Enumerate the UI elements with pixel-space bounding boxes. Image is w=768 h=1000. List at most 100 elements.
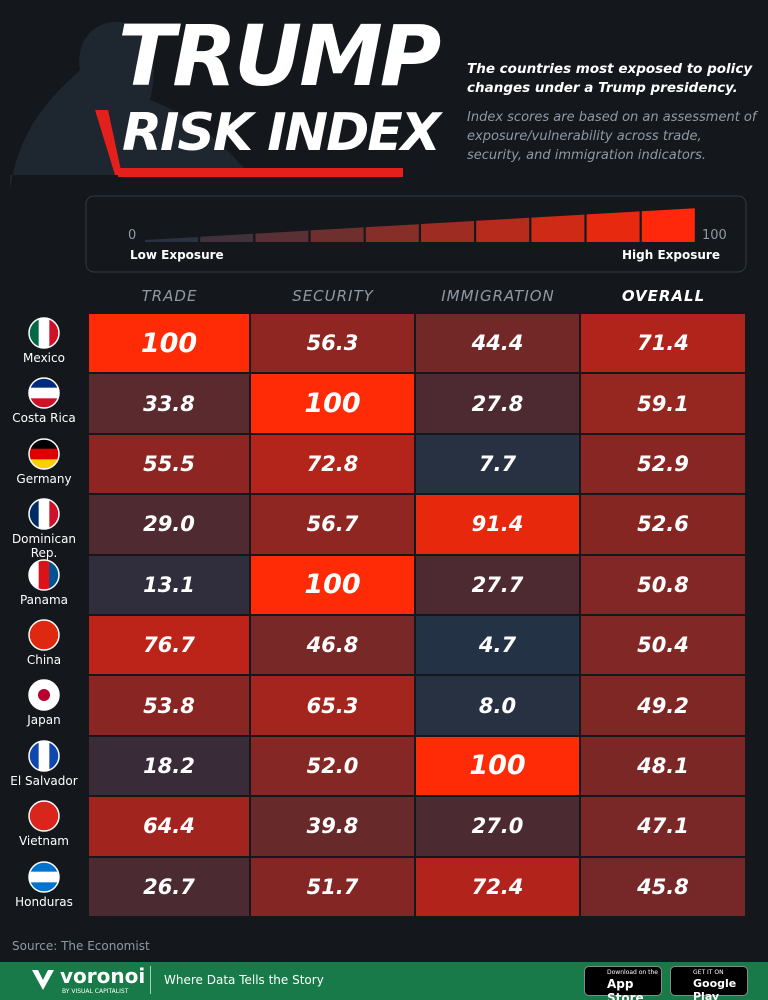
cell: 29.0 xyxy=(88,494,250,555)
cell: 59.1 xyxy=(580,373,746,434)
country-name: El Salvador xyxy=(10,773,78,788)
legend-ramp xyxy=(586,211,640,242)
button-small: Download on the xyxy=(607,969,658,976)
legend-ramp xyxy=(255,230,309,242)
cell: 33.8 xyxy=(88,373,250,434)
flag xyxy=(28,438,60,470)
cell: 55.5 xyxy=(88,433,250,495)
source: Source: The Economist xyxy=(12,939,150,953)
flag xyxy=(28,860,60,893)
cell: 100 xyxy=(250,554,415,615)
brand-sub: BY VISUAL CAPITALIST xyxy=(62,988,129,995)
cell: 72.8 xyxy=(250,433,415,495)
button-label: Google Play xyxy=(693,977,737,1000)
country-name: China xyxy=(26,653,62,667)
flag xyxy=(28,317,60,349)
brand: voronoi xyxy=(60,964,146,988)
cell: 27.8 xyxy=(415,373,580,434)
cell: 100 xyxy=(250,373,415,434)
cell: 26.7 xyxy=(88,856,250,917)
cell: 27.7 xyxy=(415,554,580,615)
legend-ramp xyxy=(365,224,419,242)
column-header: OVERALL xyxy=(621,287,706,305)
cell: 91.4 xyxy=(415,494,580,555)
cell: 71.4 xyxy=(580,313,746,374)
cell: 53.8 xyxy=(88,675,250,736)
legend-ramp xyxy=(641,208,695,242)
country-name: Mexico xyxy=(23,351,65,365)
button-label: App Store xyxy=(607,977,644,1000)
cell: 50.8 xyxy=(580,554,746,615)
silhouette xyxy=(10,21,250,190)
header-art xyxy=(10,21,747,273)
cell: 18.2 xyxy=(88,735,250,797)
legend-ramp xyxy=(421,221,474,242)
cell: 4.7 xyxy=(415,615,580,676)
legend-ramp xyxy=(145,237,198,242)
subtitle: The countries most exposed to policy cha… xyxy=(467,61,753,96)
cell: 13.1 xyxy=(88,554,250,615)
logo xyxy=(32,970,54,990)
cell: 52.9 xyxy=(580,433,746,495)
cell: 27.0 xyxy=(415,796,580,857)
legend-low: Low Exposure xyxy=(130,248,224,262)
cell: 47.1 xyxy=(580,796,746,857)
legend-high: High Exposure xyxy=(622,248,720,262)
app-store-button[interactable]: Download on the App Store xyxy=(584,966,662,1000)
button-small: GET IT ON xyxy=(693,969,724,976)
column-header: SECURITY xyxy=(292,287,374,305)
flag xyxy=(28,619,60,651)
flag xyxy=(28,800,60,832)
cell: 49.2 xyxy=(580,675,746,736)
flag xyxy=(28,679,60,712)
title: TRUMP xyxy=(118,7,441,105)
flag xyxy=(28,558,60,591)
tagline: Where Data Tells the Story xyxy=(164,973,324,987)
legend-ramp xyxy=(476,217,530,242)
cell: 100 xyxy=(88,313,250,374)
country-name: Costa Rica xyxy=(12,411,76,426)
cell: 52.6 xyxy=(580,494,746,555)
google-play-button[interactable]: GET IT ON Google Play xyxy=(670,966,748,1000)
country-name: Panama xyxy=(19,592,69,607)
logo-mark xyxy=(32,970,54,990)
description: Index scores are based on an assessment … xyxy=(467,110,757,163)
underline xyxy=(118,168,403,177)
cell: 72.4 xyxy=(415,856,580,917)
cell: 65.3 xyxy=(250,675,415,736)
tie xyxy=(95,110,122,175)
cell: 46.8 xyxy=(250,615,415,676)
title: RISK INDEX xyxy=(122,103,441,163)
cell: 52.0 xyxy=(250,735,415,797)
flag xyxy=(28,498,60,530)
legend-ramp xyxy=(531,214,585,242)
cell: 64.4 xyxy=(88,796,250,857)
legend-box xyxy=(85,195,747,273)
flag xyxy=(28,377,60,410)
cell: 56.7 xyxy=(250,494,415,555)
country-name: Vietnam xyxy=(18,834,69,849)
cell: 45.8 xyxy=(580,856,746,917)
cell: 50.4 xyxy=(580,615,746,676)
cell: 48.1 xyxy=(580,735,746,797)
cell: 44.4 xyxy=(415,313,580,374)
country-name: Germany xyxy=(16,471,72,486)
country-name: Honduras xyxy=(15,894,73,909)
cell: 8.0 xyxy=(415,675,580,736)
legend-ramp xyxy=(200,233,254,242)
column-header: TRADE xyxy=(141,287,198,305)
cell: 100 xyxy=(415,735,580,797)
legend-min: 0 xyxy=(128,228,137,243)
cell: 39.8 xyxy=(250,796,415,857)
country-name: Japan xyxy=(27,713,61,728)
column-header: IMMIGRATION xyxy=(441,287,555,305)
cell: 7.7 xyxy=(415,433,580,495)
cell: 76.7 xyxy=(88,615,250,676)
divider xyxy=(150,966,151,994)
legend-ramp xyxy=(310,227,364,242)
cell: 51.7 xyxy=(250,856,415,917)
legend-max: 100 xyxy=(702,228,727,243)
flag xyxy=(28,740,60,772)
country-name: Dominican Rep. xyxy=(11,532,77,561)
